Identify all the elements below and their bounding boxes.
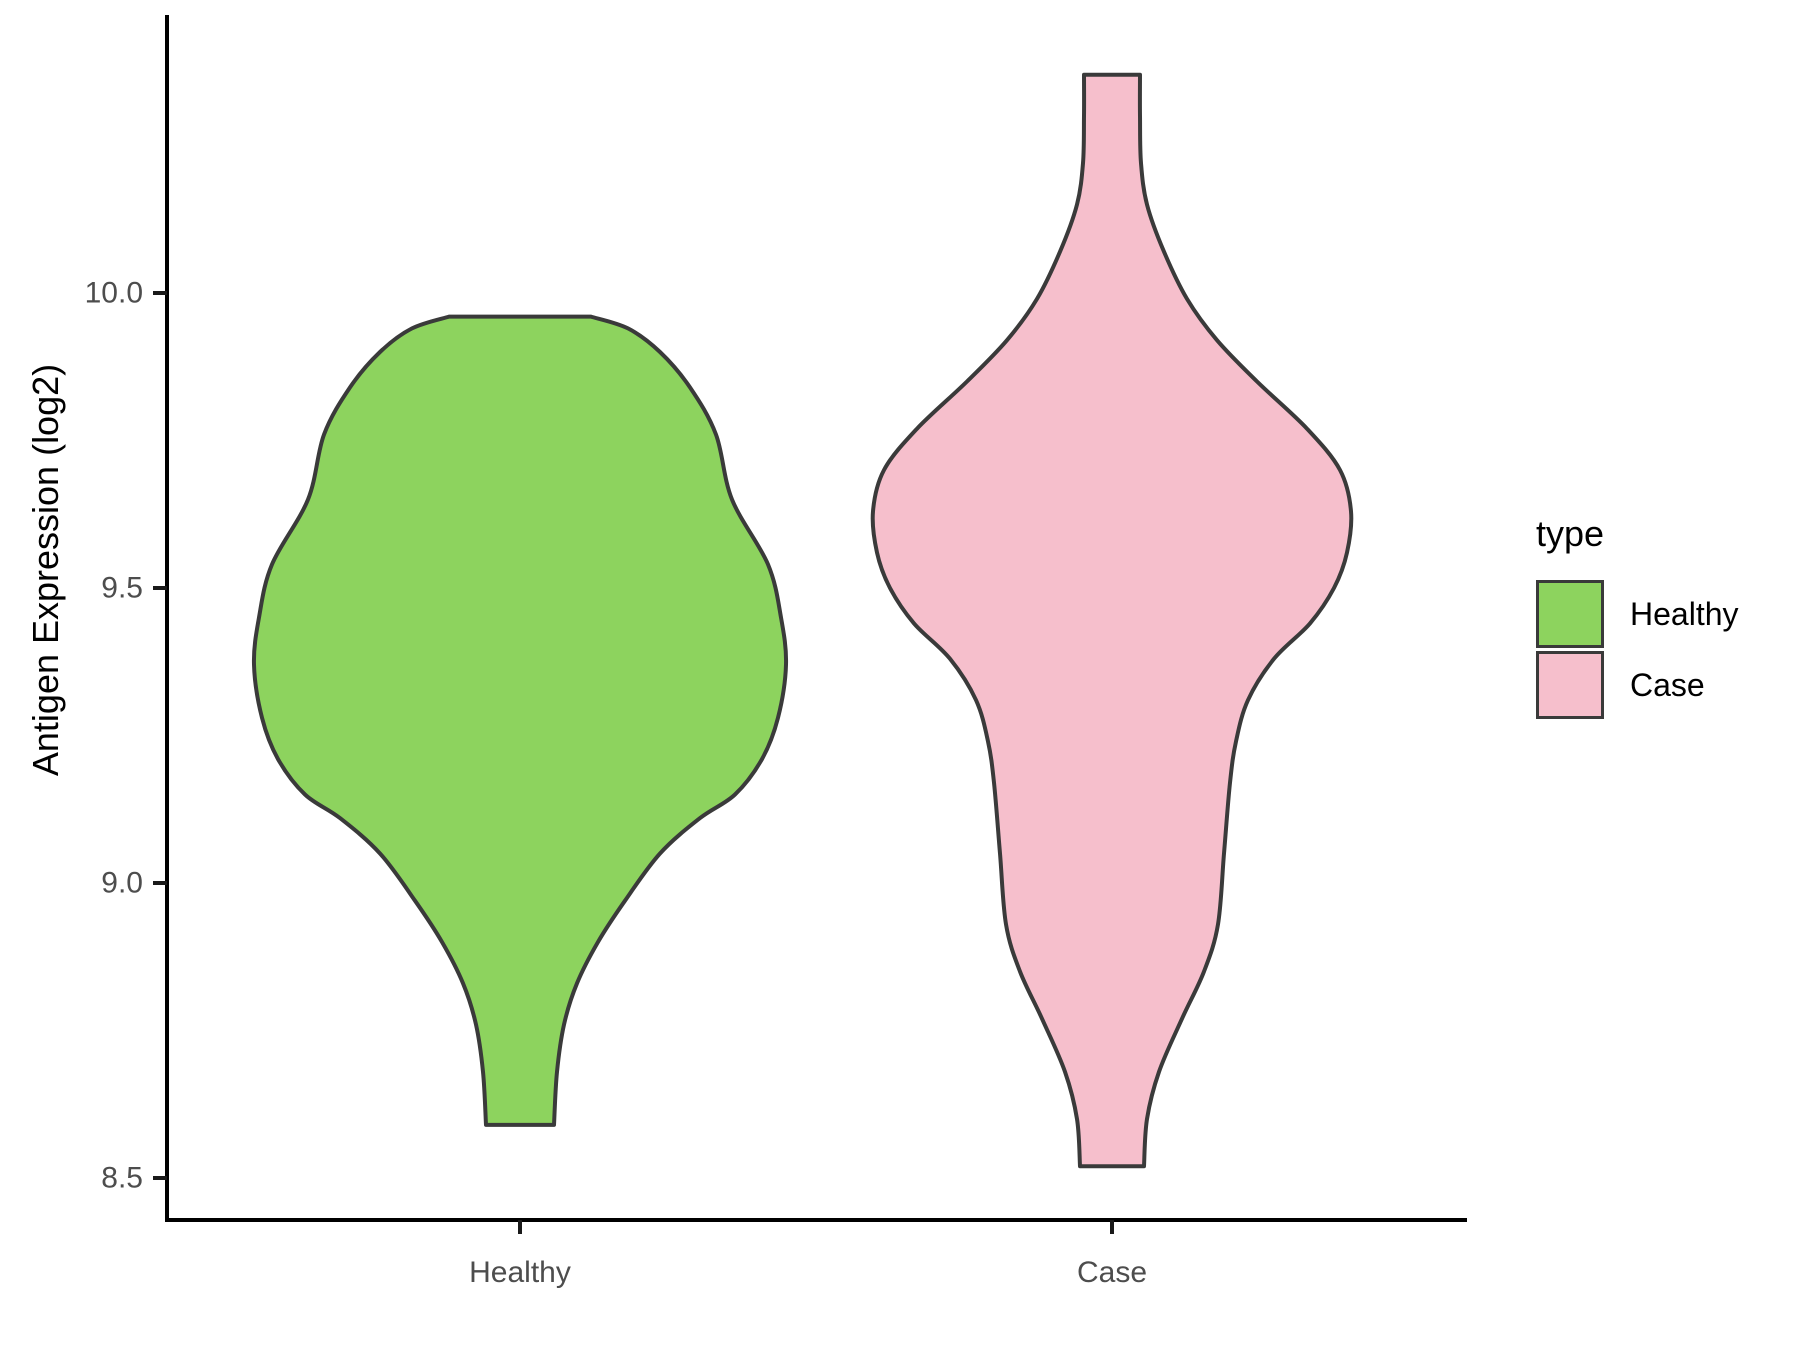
legend-item-healthy: Healthy xyxy=(1536,580,1739,648)
y-axis-title: Antigen Expression (log2) xyxy=(25,364,66,776)
legend-swatch-case-icon xyxy=(1536,651,1604,719)
legend-label-healthy: Healthy xyxy=(1630,596,1739,632)
legend: type Healthy Case xyxy=(1536,516,1739,722)
y-tick-label: 8.5 xyxy=(101,1162,143,1195)
legend-item-case: Case xyxy=(1536,651,1739,719)
violin-healthy xyxy=(251,314,789,1127)
axis-lines xyxy=(165,15,1467,1222)
x-tick-label: Case xyxy=(1077,1256,1147,1289)
legend-swatch-healthy-icon xyxy=(1536,580,1604,648)
x-tick-label: Healthy xyxy=(469,1256,571,1289)
legend-label-case: Case xyxy=(1630,667,1705,703)
legend-title: type xyxy=(1536,513,1605,554)
y-tick-label: 9.5 xyxy=(101,572,143,605)
y-tick-label: 9.0 xyxy=(101,867,143,900)
violin-case xyxy=(870,72,1354,1169)
y-tick-label: 10.0 xyxy=(85,277,143,310)
